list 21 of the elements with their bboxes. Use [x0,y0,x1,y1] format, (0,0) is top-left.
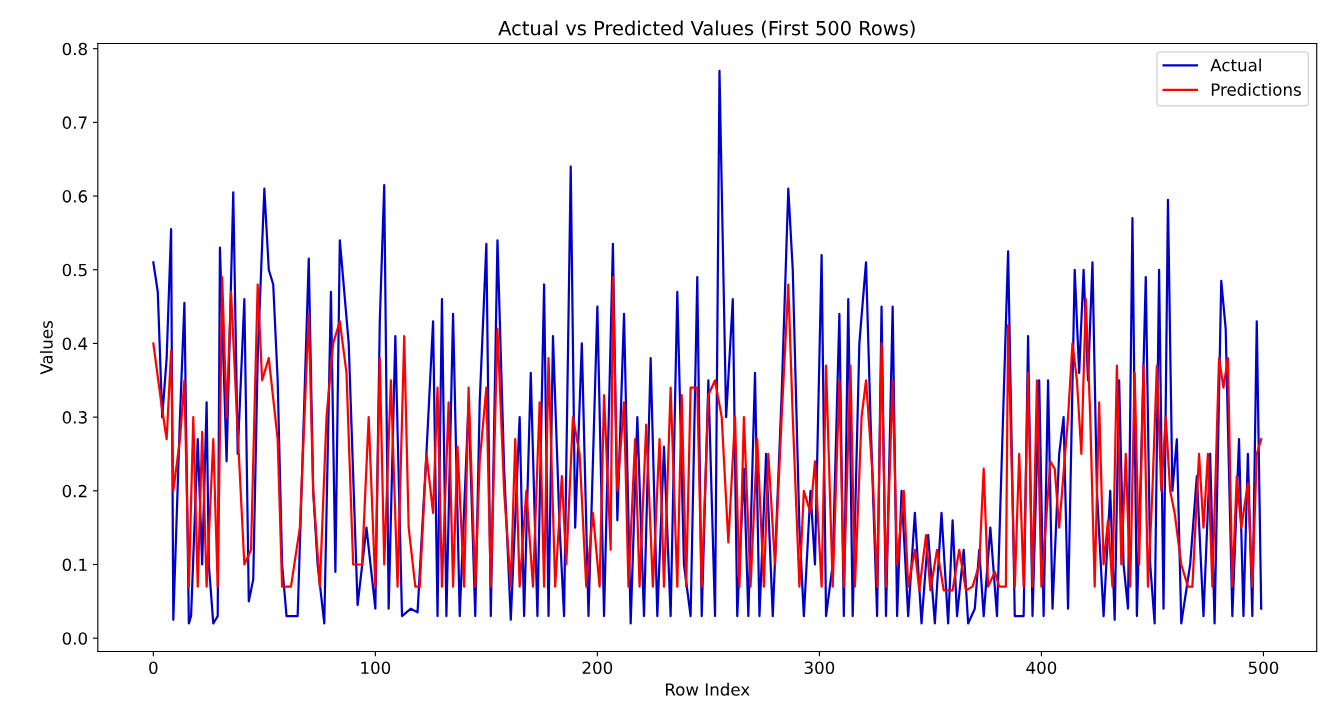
y-tick-label: 0.7 [62,116,87,129]
x-tick-label: 100 [361,661,391,675]
line-series [152,276,1263,592]
y-tick-label: 0.0 [62,632,87,645]
y-tick-label: 0.2 [62,484,87,498]
y-tick-label: 0.4 [62,337,88,351]
y-tick-label: 0.3 [62,411,87,424]
y-tick-label: 0.5 [62,263,87,277]
y-tick-label: 0.6 [62,190,88,203]
legend-label: Predictions [1211,82,1301,96]
x-tick-label: 500 [1248,661,1279,675]
y-tick-label: 0.1 [62,558,87,572]
y-tick-label: 0.8 [62,42,87,56]
x-axis-title: Row Index [665,682,750,696]
x-tick-label: 400 [1026,661,1057,675]
legend-label: Actual [1210,58,1261,72]
y-axis-title: Values [39,321,53,375]
x-tick-label: 300 [804,661,835,675]
chart-title: Actual vs Predicted Values (First 500 Rows) [498,20,915,38]
x-tick-label: 0 [149,661,158,675]
x-tick-label: 200 [582,661,613,675]
